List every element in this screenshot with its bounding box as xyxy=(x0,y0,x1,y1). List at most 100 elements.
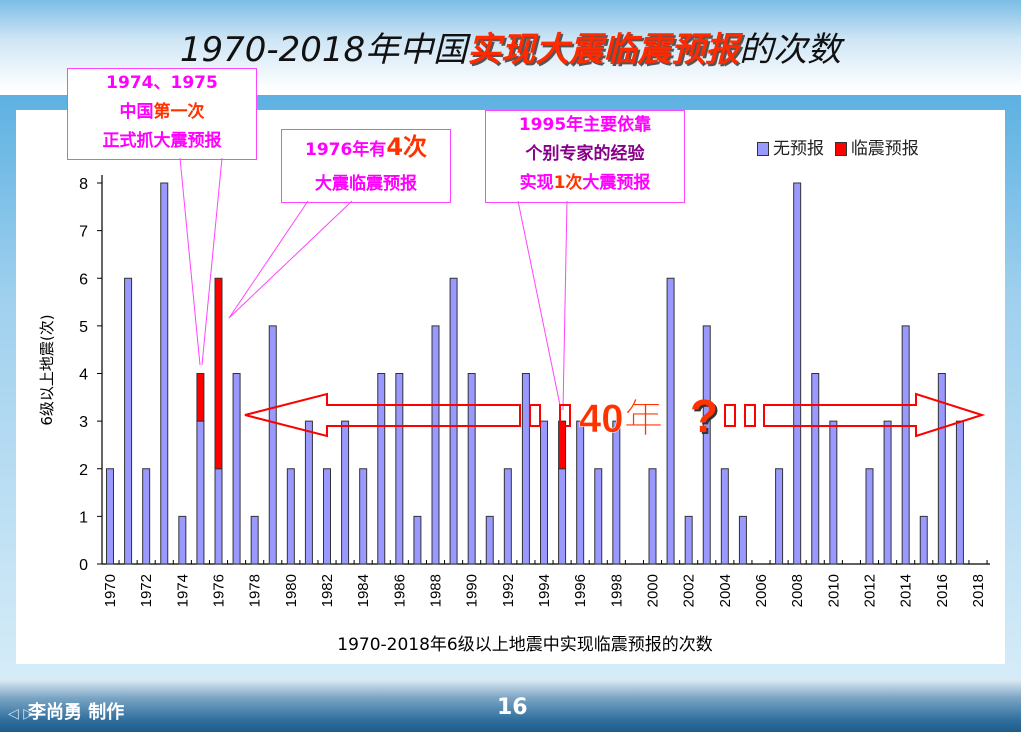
x-tick-label: 2006 xyxy=(753,574,770,607)
bar-no-forecast xyxy=(232,373,241,565)
bar-no-forecast xyxy=(142,468,151,565)
callout-text: 1976年有4次 xyxy=(282,130,450,167)
bar-no-forecast xyxy=(901,325,910,565)
x-tick-label: 1990 xyxy=(464,574,481,607)
bar-no-forecast xyxy=(612,420,621,565)
callout-text: 实现1次大震预报 xyxy=(486,169,684,198)
x-tick-label: 2014 xyxy=(898,574,915,607)
y-tick-label: 1 xyxy=(79,509,88,526)
bar-no-forecast xyxy=(467,373,476,565)
title-prefix: 1970-2018年中国 xyxy=(179,30,468,70)
callout-text-part: 大震预报 xyxy=(582,173,651,193)
title-suffix: 的次数 xyxy=(739,30,842,70)
bar-no-forecast xyxy=(124,277,133,565)
x-tick-label: 1982 xyxy=(319,574,336,607)
bar-no-forecast xyxy=(576,420,585,565)
x-tick-label: 1978 xyxy=(247,574,264,607)
bar-no-forecast xyxy=(304,420,313,565)
bar-no-forecast xyxy=(178,515,187,565)
legend-swatch-no-forecast xyxy=(757,142,769,156)
callout-text: 1974、1975 xyxy=(106,73,218,93)
callout-text-part: 中国 xyxy=(119,102,154,122)
y-tick-label: 8 xyxy=(79,176,88,193)
bar-no-forecast xyxy=(359,468,368,565)
bar-forecast xyxy=(214,277,223,470)
x-tick-label: 1980 xyxy=(283,574,300,607)
x-tick-label: 1972 xyxy=(138,574,155,607)
x-tick-label: 1970 xyxy=(102,574,119,607)
nav-arrows-icon[interactable]: ◁ ▷ xyxy=(8,706,34,722)
y-tick-label: 7 xyxy=(79,224,88,241)
bar-no-forecast xyxy=(594,468,603,565)
callout-text-part: 4次 xyxy=(386,133,428,161)
bar-forecast xyxy=(558,420,567,470)
x-tick-label: 2000 xyxy=(645,574,662,607)
legend: 无预报 临震预报 xyxy=(757,134,919,159)
x-tick-label: 2008 xyxy=(789,574,806,607)
bar-forecast xyxy=(196,373,205,422)
bar-no-forecast xyxy=(503,468,512,565)
x-tick-label: 2010 xyxy=(825,574,842,607)
callout-text: 大震临震预报 xyxy=(315,174,417,194)
bar-no-forecast xyxy=(666,277,675,565)
y-axis-label: 6级以上地震(次) xyxy=(38,314,56,425)
bar-no-forecast xyxy=(811,373,820,565)
bar-no-forecast xyxy=(793,182,802,565)
x-tick-label: 1976 xyxy=(211,574,228,607)
x-tick-label: 2004 xyxy=(717,574,734,607)
bar-no-forecast xyxy=(702,325,711,565)
bar-no-forecast xyxy=(521,373,530,565)
bar-no-forecast xyxy=(720,468,729,565)
x-tick-label: 1984 xyxy=(355,574,372,607)
callout-text: 个别专家的经验 xyxy=(525,144,645,164)
bar-no-forecast xyxy=(919,515,928,565)
y-tick-label: 3 xyxy=(79,414,88,431)
x-tick-label: 2012 xyxy=(862,574,879,607)
x-tick-label: 1974 xyxy=(174,574,191,607)
x-tick-label: 1992 xyxy=(500,574,517,607)
bar-no-forecast xyxy=(268,325,277,565)
x-tick-label: 2018 xyxy=(970,574,987,607)
footer-ocean xyxy=(0,680,1021,732)
bar-no-forecast xyxy=(485,515,494,565)
bar-no-forecast xyxy=(449,277,458,565)
y-tick-label: 2 xyxy=(79,462,88,479)
bar-no-forecast xyxy=(865,468,874,565)
bar-no-forecast xyxy=(250,515,259,565)
y-tick-label: 4 xyxy=(79,367,88,384)
callout-text-part: 第一次 xyxy=(153,102,205,122)
x-tick-label: 1996 xyxy=(572,574,589,607)
bar-no-forecast xyxy=(955,420,964,565)
bar-no-forecast xyxy=(160,182,169,565)
bar-no-forecast xyxy=(738,515,747,565)
y-tick-label: 0 xyxy=(79,557,88,574)
bar-no-forecast xyxy=(341,420,350,565)
x-tick-label: 1988 xyxy=(428,574,445,607)
x-axis-label: 1970-2018年6级以上地震中实现临震预报的次数 xyxy=(337,635,712,655)
x-tick-label: 1994 xyxy=(536,574,553,607)
callout-text-part: 1976年有 xyxy=(304,140,387,160)
callout-text-part: 1次 xyxy=(553,173,583,193)
bar-no-forecast xyxy=(286,468,295,565)
bar-no-forecast xyxy=(648,468,657,565)
bar-no-forecast xyxy=(684,515,693,565)
bar-no-forecast xyxy=(558,468,567,565)
bar-no-forecast xyxy=(106,468,114,565)
y-tick-label: 5 xyxy=(79,319,88,336)
legend-no-forecast: 无预报 xyxy=(773,139,824,159)
x-tick-label: 2002 xyxy=(681,574,698,607)
x-tick-label: 1998 xyxy=(608,574,625,607)
bar-no-forecast xyxy=(540,420,548,565)
bar-no-forecast xyxy=(775,468,784,565)
bar-no-forecast xyxy=(196,420,205,565)
bar-no-forecast xyxy=(377,373,386,565)
legend-swatch-forecast xyxy=(834,142,847,156)
page-number: 16 xyxy=(497,695,528,720)
author-credit: 李尚勇 制作 xyxy=(28,702,125,723)
callout-1976: 1976年有4次 大震临震预报 xyxy=(281,129,451,203)
bar-no-forecast xyxy=(883,420,892,565)
callout-text: 1995年主要依靠 xyxy=(518,115,652,135)
bar-no-forecast xyxy=(937,373,946,565)
callout-1974-1975: 1974、1975 中国第一次 正式抓大震预报 xyxy=(67,68,257,160)
